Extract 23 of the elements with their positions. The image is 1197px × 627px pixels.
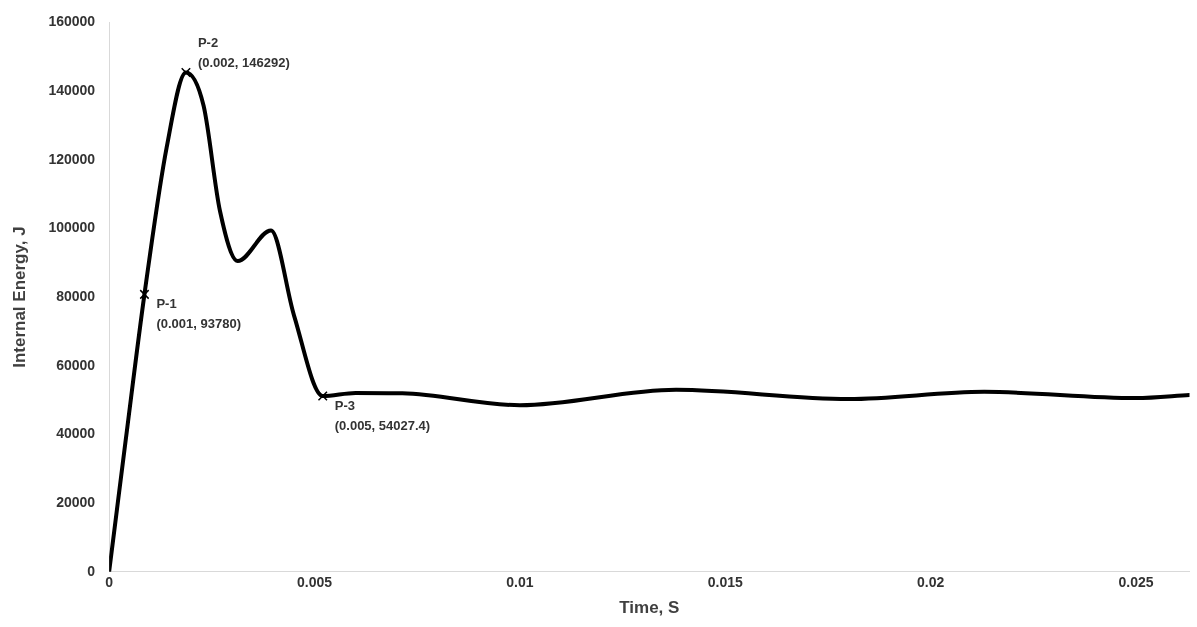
point (180, 67, 191, 78)
x-tick-label: 0.02 (917, 574, 945, 591)
x-tick-label: 0.01 (506, 574, 534, 591)
y-tick-label: 80000 (56, 287, 96, 304)
point (317, 391, 328, 401)
y-tick-label: 0 (87, 562, 96, 579)
x-tick-label: 0 (105, 574, 114, 591)
y-tick-label: 120000 (48, 150, 96, 167)
y-tick-label: 60000 (56, 356, 96, 373)
x-tick-label: 0.005 (296, 574, 333, 591)
y-tick-label: 100000 (48, 219, 96, 236)
point (139, 289, 150, 300)
y-tick-label: 20000 (56, 493, 96, 510)
annotation: P-3 (0.005, 54027.4) (334, 398, 431, 434)
y-axis-title: Internal Energy, J (9, 226, 29, 368)
y-tick-label: 140000 (48, 81, 96, 98)
x-axis-title: Time, S (619, 598, 680, 618)
annotation: P-2 (0.002, 146292) (197, 34, 290, 70)
annotation: P-1 (0.001, 93780) (156, 296, 242, 332)
x-tick-label: 0.015 (707, 574, 744, 591)
y-tick-label: 160000 (48, 13, 96, 30)
y-tick-label: 40000 (56, 425, 96, 442)
x-tick-label: 0.025 (1118, 574, 1154, 591)
